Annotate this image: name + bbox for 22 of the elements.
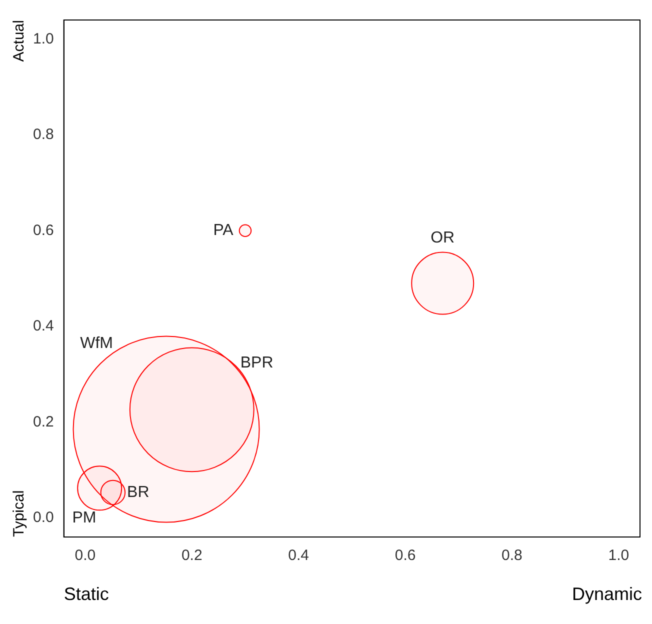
y-tick-label: 0.2 <box>32 413 54 430</box>
x-tick-label: 0.8 <box>502 547 522 564</box>
x-tick-label: 0.0 <box>74 547 96 564</box>
y-tick-label: 0.0 <box>32 508 54 526</box>
series-label: BPR <box>240 354 274 372</box>
series-label: PA <box>213 222 234 240</box>
text: Actual <box>10 20 28 62</box>
x-tick-label: 0.2 <box>181 547 202 564</box>
text: Static <box>64 584 109 604</box>
series-label: OR <box>430 230 455 247</box>
y-tick-label: 0.8 <box>32 126 54 144</box>
series-label: WfM <box>80 334 113 352</box>
series-label: PM <box>72 510 96 527</box>
y-tick-label: 1.0 <box>32 30 54 48</box>
x-tick-label: 0.4 <box>288 547 310 564</box>
x-tick-label: 1.0 <box>608 547 630 564</box>
text: Typical <box>10 490 28 537</box>
text: Dynamic <box>572 584 642 604</box>
y-tick-label: 0.4 <box>32 318 54 335</box>
x-tick-label: 0.6 <box>394 547 416 564</box>
series-label: BR <box>127 484 150 501</box>
y-tick-label: 0.6 <box>32 222 54 239</box>
